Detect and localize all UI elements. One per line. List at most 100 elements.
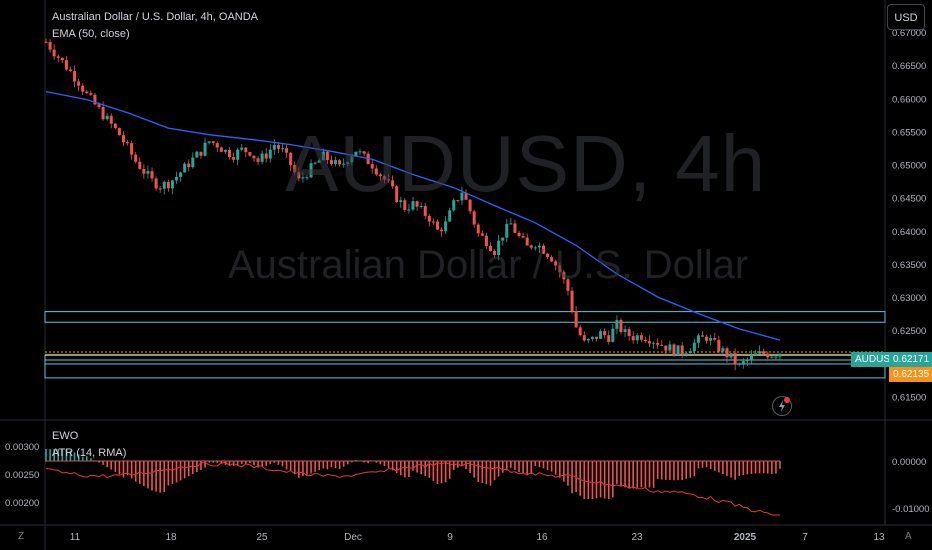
ewo-bar [766,461,769,474]
lightning-icon[interactable] [772,396,792,416]
candle-body [476,224,480,234]
ewo-bar [281,461,284,467]
ewo-bar [554,461,557,475]
ewo-bar [338,461,341,470]
ewo-bar [709,461,712,469]
candle-body [554,261,558,266]
candle-body [260,153,264,162]
candle-body [566,279,570,291]
ewo-bar [652,461,655,488]
ewo-bar [705,461,708,468]
legend-ewo[interactable]: EWO [52,430,79,442]
candle-body [174,176,178,181]
candle-body [656,342,660,345]
ewo-bar [367,461,369,464]
ewo-bar [612,461,614,498]
ewo-bar [681,461,683,481]
candle-body [93,94,97,105]
ewo-bar [293,461,296,475]
candle-body [705,336,709,341]
ewo-bar [126,461,129,476]
y-tick-label: 0.64000 [892,227,926,238]
osc-left-tick: 0.00300 [5,442,39,453]
ewo-bar [697,461,700,469]
ewo-bar [632,461,634,489]
ewo-bar [245,461,247,465]
ewo-bar [306,461,308,475]
candle-body [317,160,321,163]
ewo-bar [310,461,312,474]
ewo-bar [489,461,492,486]
candle-body [762,351,766,354]
candle-body [480,233,484,236]
candle-body [395,186,399,203]
candle-body [126,142,130,144]
ewo-bar [379,461,382,465]
candle-body [342,163,346,165]
candle-body [60,57,64,61]
candle-body [435,221,439,230]
legend-atr[interactable]: ATR (14, RMA) [52,447,127,459]
candle-body [778,353,782,357]
legend-ema[interactable]: EMA (50, close) [52,28,130,40]
ewo-bar [342,461,345,467]
ewo-bar [452,461,455,470]
ewo-bar [363,461,365,463]
ewo-bar [208,461,210,463]
corner-left-label[interactable]: Z [18,531,25,542]
candle-body [595,336,598,339]
ewo-bar [179,461,182,481]
ewo-bar [505,461,508,471]
ewo-bar [461,461,463,466]
ewo-bar [183,461,186,479]
candle-body [97,104,101,107]
legend-main[interactable]: Australian Dollar / U.S. Dollar, 4h, OAN… [52,11,259,23]
candle-body [501,237,505,241]
candle-body [533,247,537,249]
candle-body [423,206,427,216]
candle-body [236,149,240,160]
candle-body [195,151,199,158]
candle-body [741,361,745,364]
ewo-bar [114,461,117,472]
ewo-bar [485,461,488,485]
ewo-bar [762,461,765,474]
candle-body [713,338,717,340]
candle-body [162,181,166,189]
candle-body [105,115,109,120]
candle-body [297,172,301,179]
candles [44,38,782,371]
ewo-bar [277,461,280,465]
ewo-bar [440,461,443,484]
ewo-bar [420,461,422,475]
ewo-bar [750,461,753,474]
ewo-bar [147,461,149,489]
ewo-bar [285,461,288,470]
candle-body [652,342,656,344]
ewo-bar [387,461,390,468]
candle-body [276,145,280,149]
ewo-bar [175,461,178,483]
corner-right-label[interactable]: A [905,531,912,542]
ewo-bar [187,461,190,477]
candle-body [207,141,211,143]
ewo-bar [224,461,227,465]
symbol-price-tag: AUDUSD [851,352,902,367]
ewo-bar [408,461,410,478]
ewo-bar [351,461,353,463]
ewo-bar [77,454,80,461]
ewo-bar [526,461,528,476]
ewo-bar [444,461,447,483]
candle-body [264,153,268,159]
ewo-bar [689,461,692,478]
ewo-bar [493,461,496,481]
candle-body [85,91,89,94]
candle-body [774,356,778,358]
ewo-bar [412,461,414,471]
candle-body [411,201,415,210]
ewo-bar [701,461,704,468]
currency-button[interactable]: USD [887,4,925,30]
ewo-bar [436,461,439,484]
ewo-bar [469,461,471,474]
candle-body [346,162,350,164]
